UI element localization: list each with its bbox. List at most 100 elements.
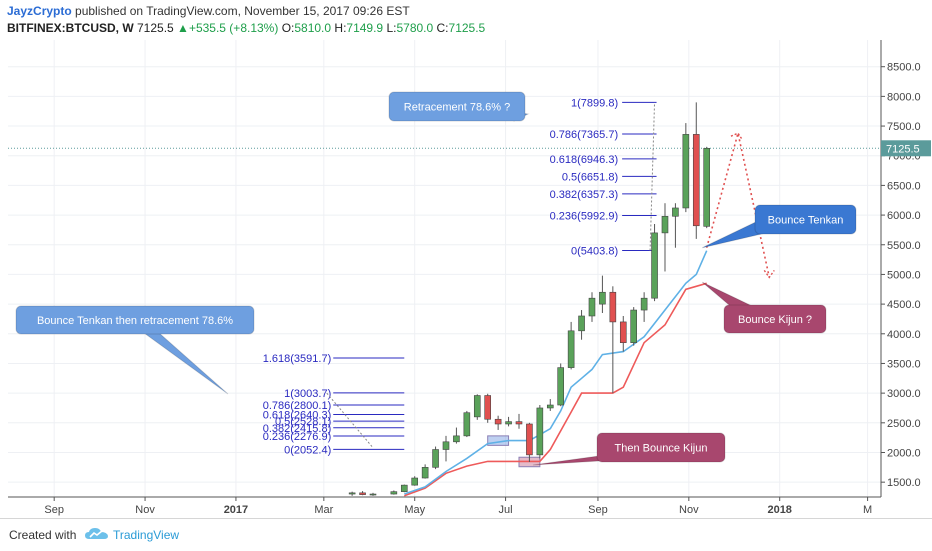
- candle-body: [546, 404, 554, 409]
- candle-body: [599, 291, 606, 305]
- candle-body: [526, 423, 533, 456]
- chart-header: JayzCrypto published on TradingView.com,…: [0, 0, 932, 40]
- candle-body: [348, 492, 356, 495]
- x-tick-label: Nov: [135, 504, 155, 516]
- candle-body: [463, 412, 471, 437]
- y-tick-label: 7500.0: [887, 121, 921, 133]
- fib-level-label: 0(5403.8): [571, 245, 618, 257]
- fib-level-label: 0.236(5992.9): [550, 211, 619, 223]
- candlestick-chart[interactable]: 1500.0 2000.0 2500.0 3000.0 3500.0 4000.0 4500…: [0, 0, 932, 518]
- fib-level-label: 0(2052.4): [284, 444, 331, 456]
- candle-body: [494, 418, 502, 425]
- fib-level-label: 0.786(2800.1): [263, 400, 332, 412]
- fib-level-label: 1.618(3591.7): [263, 353, 332, 365]
- publish-text: published on TradingView.com, November 1…: [75, 4, 410, 18]
- candle-body: [651, 232, 658, 299]
- x-tick-label: May: [404, 504, 425, 516]
- candle-body: [473, 395, 481, 418]
- x-tick-label: 2018: [767, 504, 791, 516]
- candle-body: [421, 467, 429, 479]
- y-tick-label: 6500.0: [887, 180, 921, 192]
- y-tick-label: 4500.0: [887, 299, 921, 311]
- projection-arrowhead: [763, 269, 775, 279]
- candle-body: [609, 291, 617, 323]
- candle-body: [588, 297, 596, 317]
- last-price-tag: [881, 140, 931, 157]
- up-arrow-icon: ▲: [177, 21, 189, 35]
- y-tick-label: 4000.0: [887, 329, 921, 341]
- y-tick-label: 1500.0: [887, 477, 921, 489]
- footer: Created with TradingView: [0, 518, 932, 551]
- candle-body: [661, 215, 669, 234]
- callout-box: [596, 432, 726, 463]
- close-label: C:: [436, 21, 449, 35]
- candle-body: [567, 330, 575, 368]
- open-label: O:: [281, 21, 295, 35]
- candle-body: [692, 134, 700, 227]
- callout-box: [388, 91, 526, 122]
- y-tick-label: 2500.0: [887, 418, 921, 430]
- author-link[interactable]: JayzCrypto: [7, 4, 72, 18]
- callout-box: [723, 304, 827, 334]
- last-price: 7125.5: [137, 21, 174, 35]
- fib-level-label: 0.618(6946.3): [550, 154, 619, 166]
- candle-body: [536, 407, 544, 456]
- x-tick-label: 2017: [224, 504, 248, 516]
- y-tick-label: 5500.0: [887, 240, 921, 252]
- candle-body: [369, 493, 377, 496]
- high-label: H:: [334, 21, 347, 35]
- low-label: L:: [386, 21, 397, 35]
- x-tick-label: Sep: [44, 504, 64, 516]
- y-tick-label: 5000.0: [887, 269, 921, 281]
- candle-body: [557, 367, 565, 406]
- x-tick-label: Nov: [679, 504, 699, 516]
- candle-body: [505, 421, 512, 425]
- candle-body: [672, 207, 679, 217]
- callout-text-retracement: Retracement 78.6% ?: [404, 102, 510, 114]
- open-value: 5810.0: [294, 21, 332, 35]
- fib-level-label: 0.5(6651.8): [562, 171, 618, 183]
- tenkan-line: [404, 250, 708, 495]
- y-tick-label: 8500.0: [887, 62, 921, 74]
- y-tick-label: 8000.0: [887, 91, 921, 103]
- last-price-tag-label: 7125.5: [886, 143, 920, 155]
- candle-body: [703, 147, 710, 227]
- price-change: +535.5 (+8.13%): [188, 21, 279, 35]
- y-tick-label: 2000.0: [887, 447, 921, 459]
- tradingview-brand[interactable]: TradingView: [113, 528, 180, 542]
- x-tick-label: Mar: [314, 504, 333, 516]
- x-tick-label: Jul: [499, 504, 513, 516]
- fib-level-label: 0.5(2528.1): [275, 416, 331, 428]
- fib-level-label: 0.786(7365.7): [550, 129, 619, 141]
- candle-body: [390, 491, 398, 495]
- candle-body: [432, 449, 439, 468]
- candle-body: [630, 309, 637, 343]
- callout-box: [754, 204, 857, 235]
- fib-trend-line: [649, 102, 656, 251]
- candle-body: [442, 441, 450, 450]
- publish-line: JayzCrypto published on TradingView.com,…: [7, 4, 410, 18]
- callout-text-bounce-kijun: Bounce Kijun ?: [738, 314, 812, 326]
- candle-body: [484, 395, 492, 420]
- callout-text-then-bounce-kijun: Then Bounce Kijun: [615, 443, 708, 455]
- y-tick-label: 3000.0: [887, 388, 921, 400]
- candle-body: [515, 421, 523, 425]
- candle-body: [359, 492, 366, 495]
- fib-trend-line: [326, 392, 374, 449]
- symbol-label: BITFINEX:BTCUSD, W: [7, 21, 134, 35]
- fib-level-label: 0.382(2415.8): [263, 423, 332, 435]
- quote-line: BITFINEX:BTCUSD, W 7125.5 ▲+535.5 (+8.13…: [7, 21, 485, 35]
- fib-level-label: 0.236(2276.9): [263, 431, 332, 443]
- callout-box: [15, 305, 255, 335]
- created-with-text: Created with: [9, 528, 77, 542]
- projection-peak: [730, 132, 743, 140]
- candle-body: [400, 484, 408, 492]
- tradingview-cloud-icon: [85, 528, 108, 539]
- kijun-line: [404, 282, 707, 497]
- x-tick-label: Sep: [588, 504, 608, 516]
- high-value: 7149.9: [346, 21, 384, 35]
- callout-pointer: [138, 329, 229, 395]
- callout-text-bounce-tenkan: Bounce Tenkan: [768, 215, 844, 227]
- x-tick-label: M: [863, 504, 872, 516]
- candle-body: [411, 477, 419, 486]
